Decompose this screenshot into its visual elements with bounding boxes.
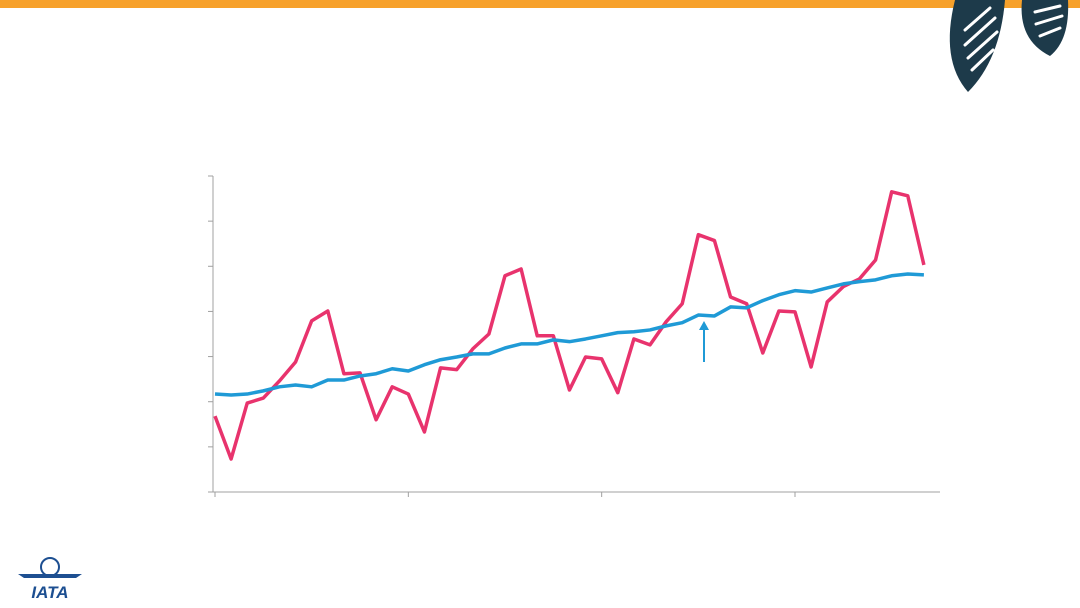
series-line [214, 272, 924, 397]
series-line [213, 190, 926, 461]
leaf-decoration [949, 0, 1069, 92]
arrow-annotation [699, 321, 709, 362]
logo-text: IATA [31, 583, 68, 602]
plot [208, 175, 940, 497]
top-bar [0, 0, 1080, 8]
iata-logo: IATA [18, 557, 82, 602]
